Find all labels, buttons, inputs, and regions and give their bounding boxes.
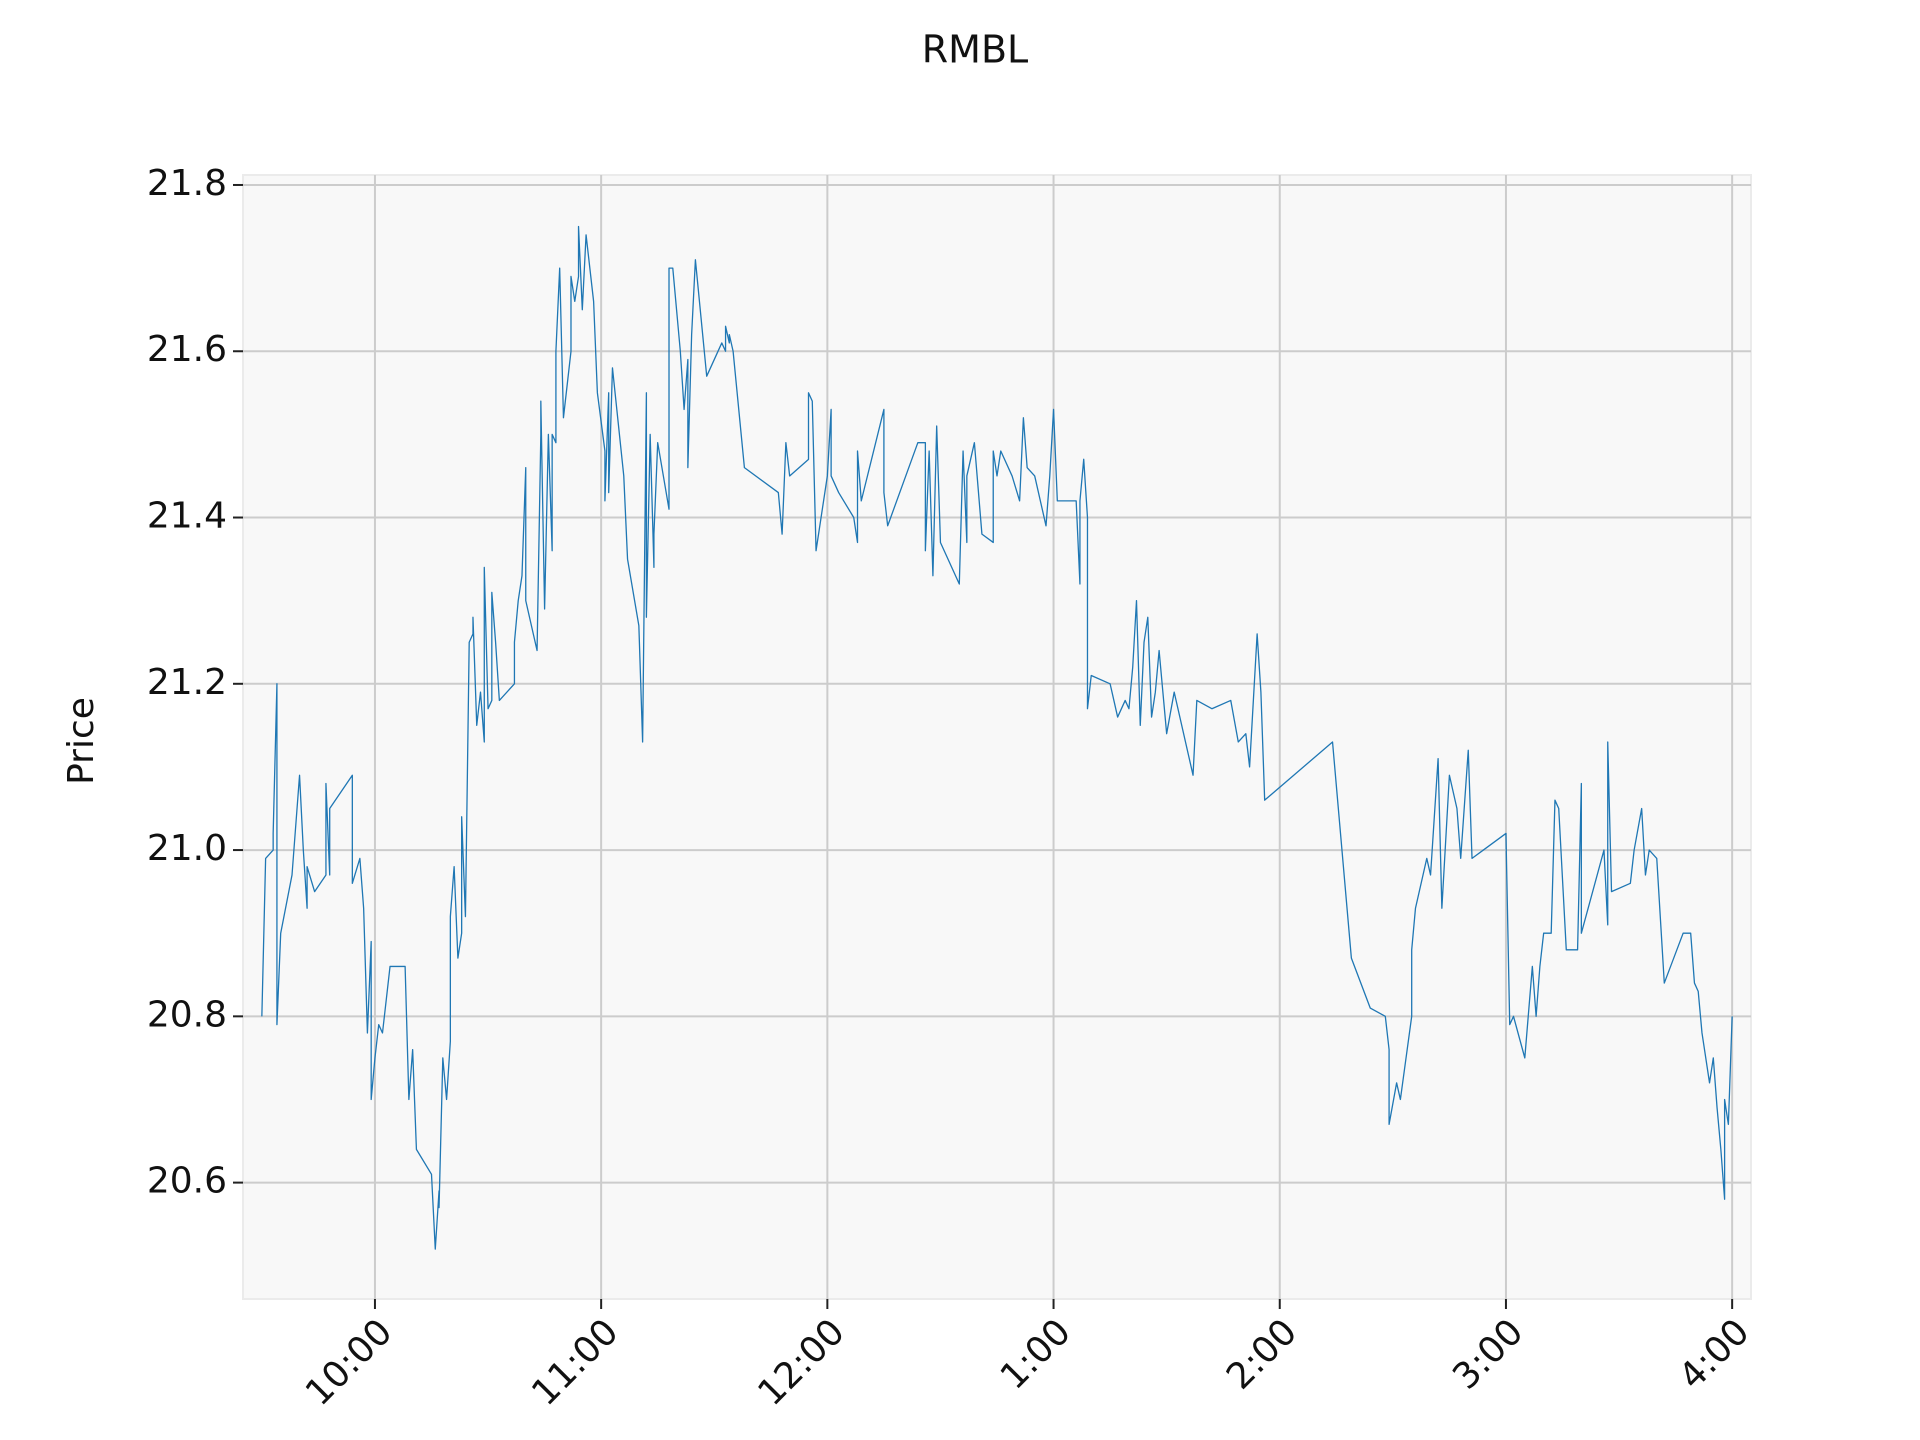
x-tick-label: 11:00 — [524, 1311, 626, 1413]
x-tick-label: 1:00 — [993, 1311, 1079, 1397]
y-tick-label: 21.0 — [147, 828, 227, 869]
x-tick-label: 12:00 — [750, 1311, 852, 1413]
y-tick-label: 21.8 — [147, 163, 227, 204]
x-tick-label: 4:00 — [1671, 1311, 1757, 1397]
price-line — [261, 225, 1733, 1250]
y-tick-label: 21.4 — [147, 496, 227, 537]
x-tick-label: 2:00 — [1219, 1311, 1305, 1397]
chart-title: RMBL — [922, 28, 1028, 72]
x-tick-label: 3:00 — [1445, 1311, 1531, 1397]
y-tick-label: 21.6 — [147, 329, 227, 370]
y-axis-label: Price — [61, 697, 102, 785]
y-tick-label: 20.8 — [147, 994, 227, 1035]
y-tick-label: 21.2 — [147, 662, 227, 703]
y-tick-label: 20.6 — [147, 1161, 227, 1202]
x-tick-label: 10:00 — [298, 1311, 400, 1413]
plot-area — [242, 174, 1752, 1300]
